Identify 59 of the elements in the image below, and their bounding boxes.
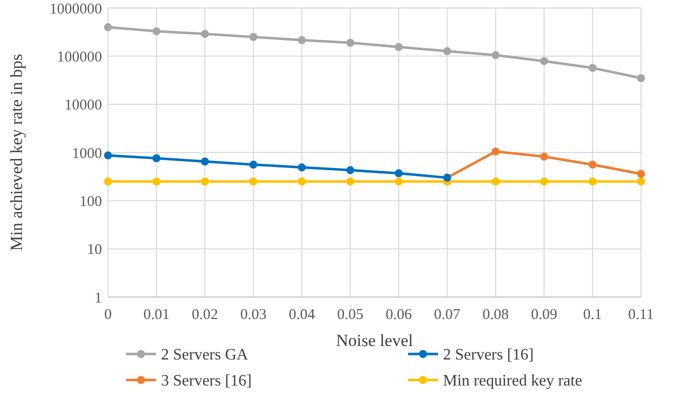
point (588, 160, 597, 169)
point (443, 47, 452, 56)
point (588, 178, 597, 186)
point (200, 178, 209, 186)
x-tick-label: 0.09 (530, 307, 558, 323)
point (394, 169, 403, 178)
y-tick-label: 1000000 (50, 1, 102, 18)
point (492, 51, 500, 60)
x-tick-label: 0.11 (628, 307, 654, 323)
legend-label: 2 Servers GA (161, 346, 249, 364)
point (104, 178, 112, 186)
legend-label: Min required key rate (443, 372, 582, 390)
y-tick-label: 10000 (64, 98, 102, 114)
legend-label: 2 Servers [16] (443, 346, 534, 364)
x-tick-label: 0 (104, 307, 112, 323)
x-tick-label: 0.1 (583, 307, 602, 323)
point (540, 57, 548, 66)
x-tick-label: 0.01 (143, 307, 170, 323)
y-tick-label: 100000 (57, 49, 102, 66)
x-tick-label: 0.04 (288, 307, 316, 323)
point (298, 36, 306, 44)
x-tick-label: 0.05 (337, 307, 364, 323)
x-axis-title: Noise level (336, 331, 414, 350)
point (152, 27, 160, 36)
y-tick-label: 100 (80, 194, 102, 210)
x-tick-label: 0.07 (434, 307, 461, 323)
x-tick-label: 0.06 (386, 307, 412, 323)
point (200, 158, 209, 166)
point (200, 30, 209, 38)
point (637, 74, 645, 82)
y-axis-title: Min achieved key rate in bps (7, 54, 26, 251)
point (637, 170, 645, 178)
y-tick-label: 1 (94, 290, 102, 306)
point (249, 178, 258, 186)
point (346, 38, 354, 47)
y-tick-label: 10 (87, 242, 102, 258)
point (298, 178, 306, 186)
point (394, 43, 403, 51)
x-tick-label: 0.08 (482, 307, 509, 323)
point (394, 178, 403, 186)
x-tick-label: 0.03 (240, 307, 266, 323)
point (249, 33, 258, 41)
point (346, 178, 354, 186)
point (492, 147, 500, 156)
point (637, 178, 645, 186)
point (298, 163, 306, 172)
point (346, 166, 354, 174)
point (104, 151, 112, 160)
point (492, 178, 500, 186)
point (588, 64, 597, 72)
y-tick-label: 1000 (72, 146, 102, 162)
x-tick-label: 0.02 (192, 307, 218, 323)
point (104, 23, 112, 32)
point (249, 160, 258, 169)
point (540, 152, 548, 161)
point (540, 178, 548, 186)
legend-label: 3 Servers [16] (161, 372, 252, 390)
point (152, 154, 160, 162)
point (152, 178, 160, 186)
